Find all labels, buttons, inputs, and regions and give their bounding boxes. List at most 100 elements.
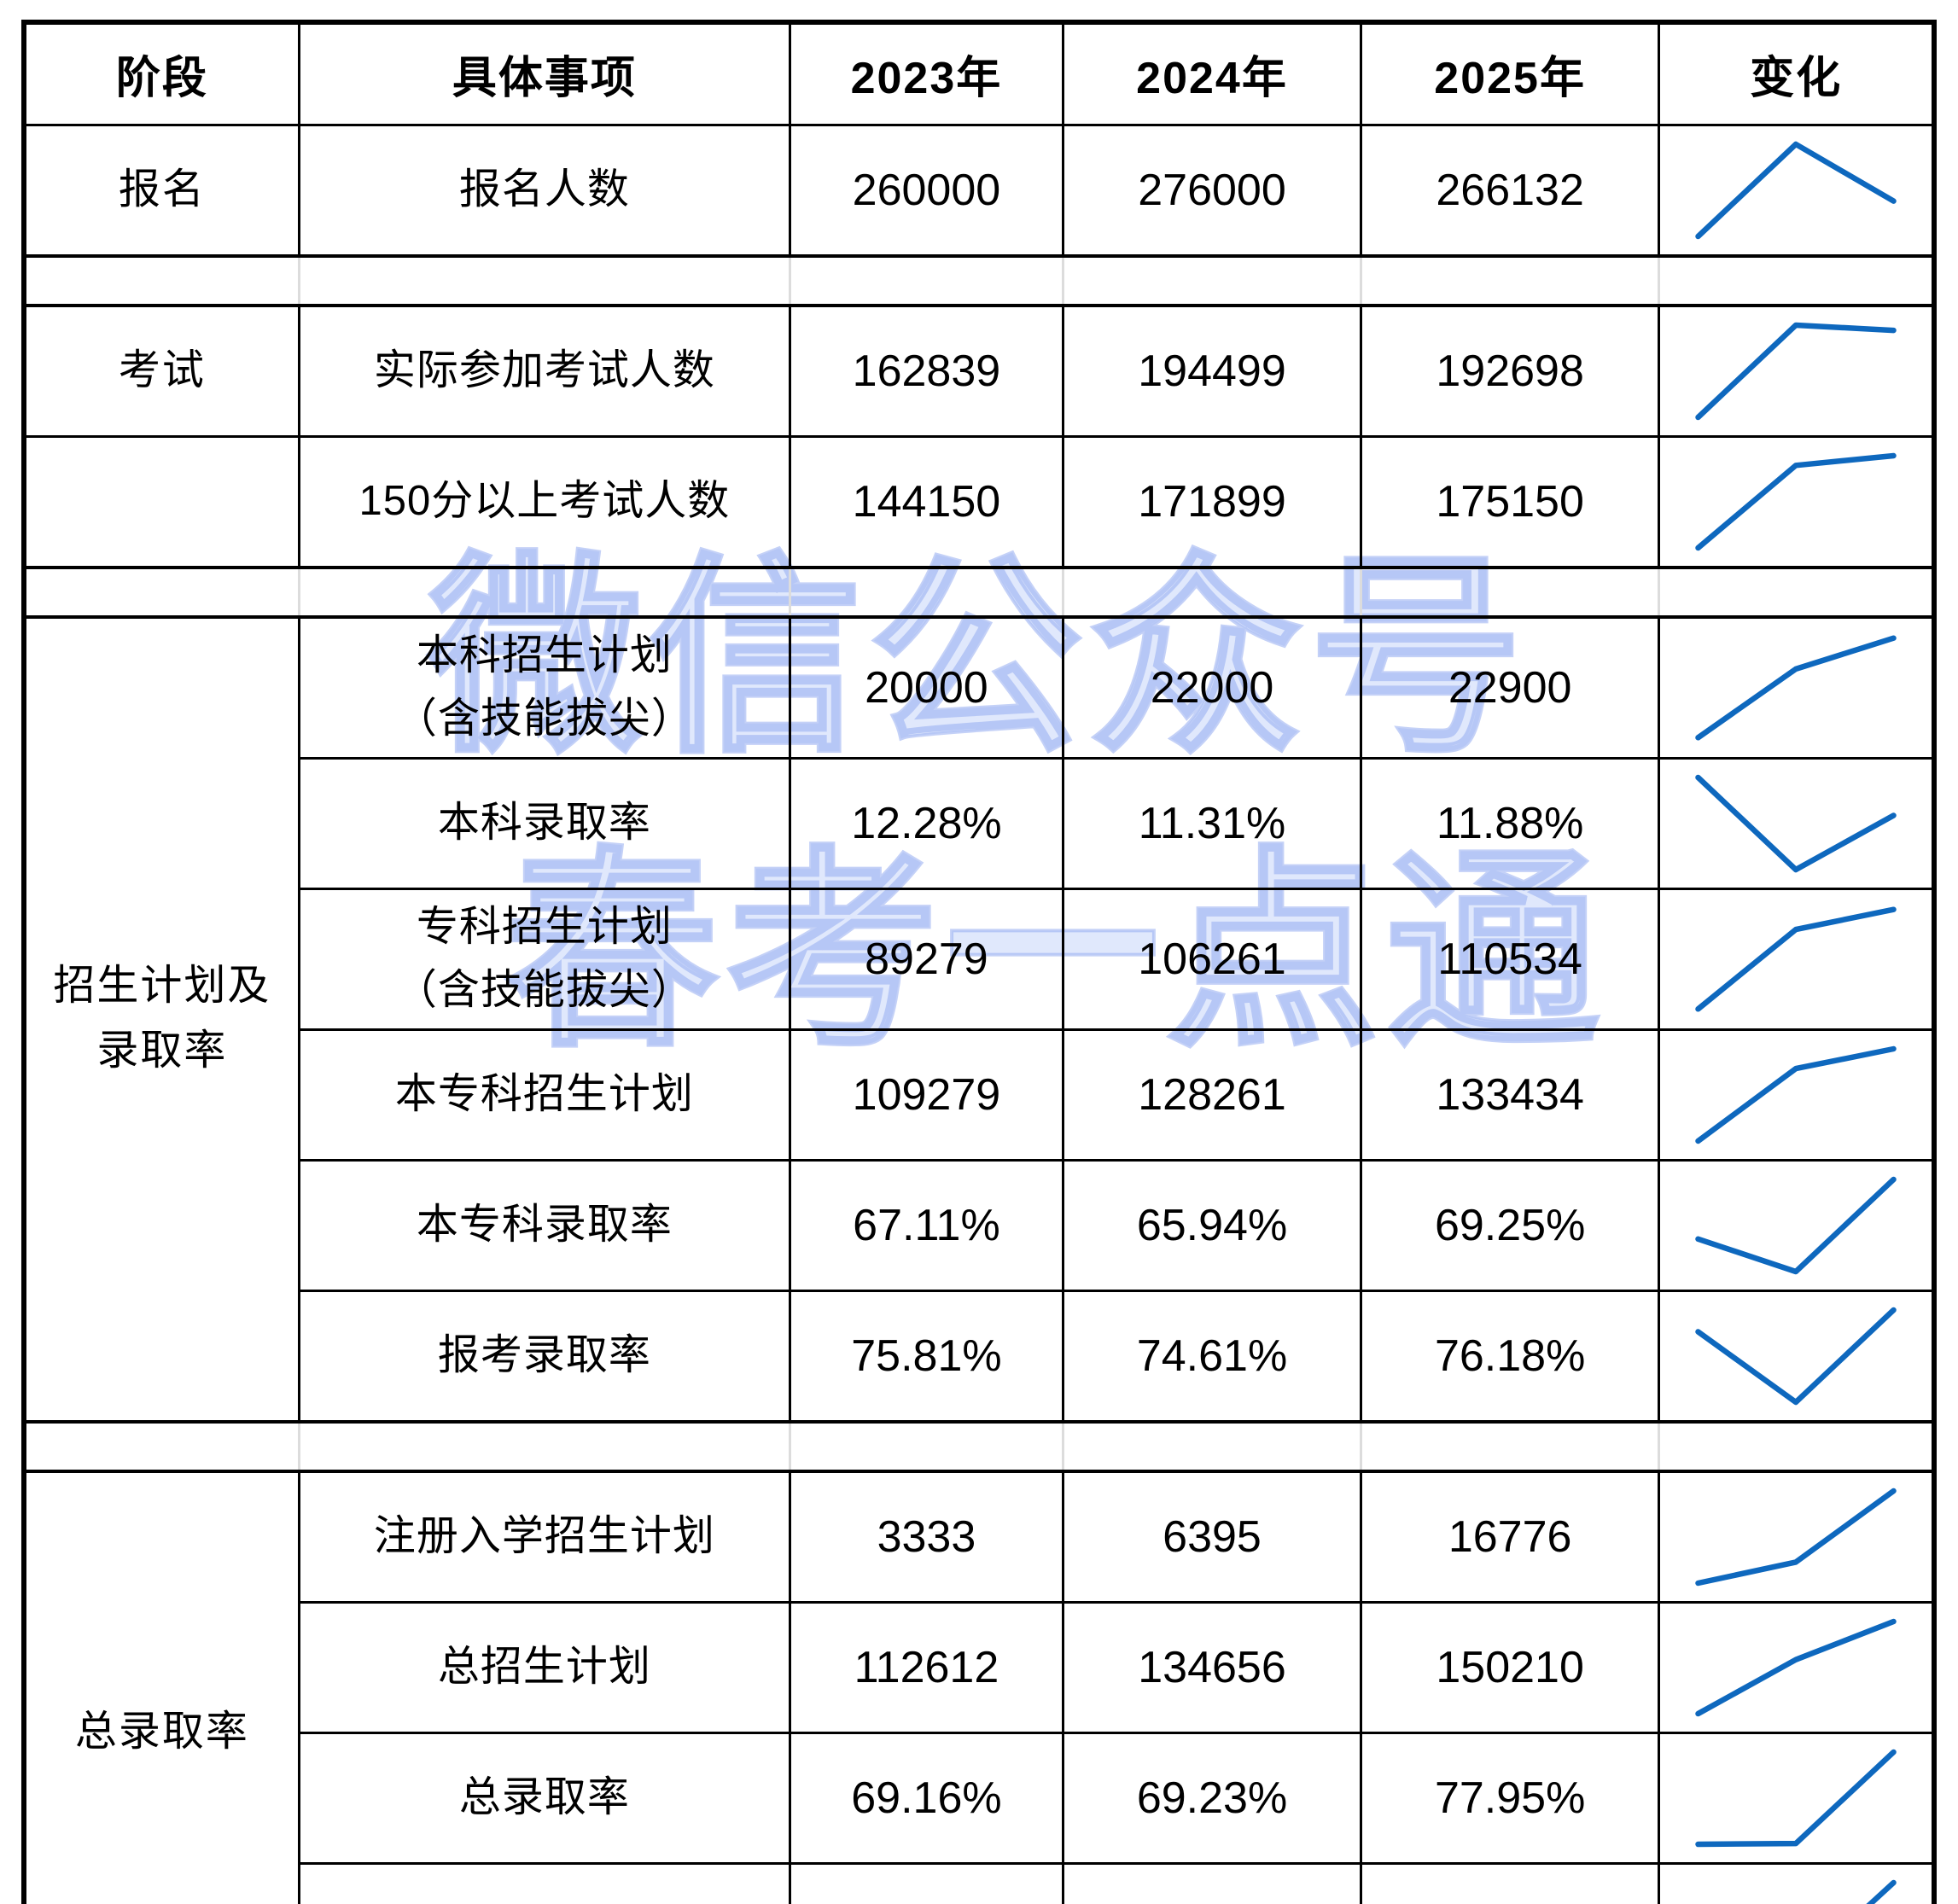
stage-cell-baoming: 报名 (22, 123, 300, 257)
sparkline-cell (1658, 1028, 1936, 1162)
stage-cell-kaoshi: 考试 (22, 304, 300, 438)
value-cell-2024: 65.94% (1061, 1158, 1363, 1292)
spacer-cell (297, 1419, 791, 1473)
table-row: 150分以上考试人数 144150 171899 175150 (22, 434, 1936, 568)
value-cell-2025: 11.88% (1360, 756, 1661, 890)
table-row: 总录取率 注册入学招生计划 3333 6395 16776 (22, 1470, 1936, 1904)
sparkline-cell (1658, 615, 1936, 760)
value-cell-2023: 67.11% (788, 1158, 1064, 1292)
item-cell: 总报考录取率 (297, 1861, 791, 1904)
item-cell: 本科录取率 (297, 756, 791, 890)
value-cell-2023: 75.81% (788, 1289, 1064, 1423)
value-cell-2025: 133434 (1360, 1028, 1661, 1162)
column-header-2025: 2025年 (1360, 20, 1661, 126)
table-row: 本专科招生计划 109279 128261 133434 (24, 1028, 1936, 1162)
sparkline-cell (1658, 304, 1936, 438)
table-row: 总报考录取率 78.12% 78.33% 85.76% (24, 1861, 1936, 1904)
value-cell-2023: 69.16% (788, 1731, 1064, 1865)
value-cell-2024: 78.33% (1061, 1861, 1363, 1904)
value-cell-2025: 266132 (1360, 123, 1661, 257)
value-cell-2023: 162839 (788, 304, 1064, 438)
item-cell: 专科招生计划 （含技能拔尖） (297, 887, 791, 1031)
sparkline-chart (1866, 1879, 1897, 1904)
spacer-cell (22, 1419, 300, 1473)
value-cell-2024: 22000 (1061, 615, 1363, 760)
spacer-cell (1658, 253, 1936, 307)
table-row: 招生计划及 录取率 本科招生计划 （含技能拔尖） 20000 22000 229… (22, 615, 1936, 1423)
table-row: 总录取率 69.16% 69.23% 77.95% (24, 1731, 1936, 1865)
column-header-item: 具体事项 (297, 20, 791, 126)
spacer-cell (1658, 565, 1936, 619)
sparkline-cell (1658, 1861, 1936, 1904)
value-cell-2023: 89279 (788, 887, 1064, 1031)
spacer-row (22, 253, 1936, 307)
sparkline-cell (1658, 1289, 1936, 1423)
value-cell-2023: 20000 (788, 615, 1064, 760)
stage-cell-zongluqulv: 总录取率 (22, 1470, 300, 1904)
column-header-2023: 2023年 (788, 20, 1064, 126)
spacer-row (22, 565, 1936, 619)
spacer-cell (1061, 565, 1363, 619)
value-cell-2023: 109279 (788, 1028, 1064, 1162)
sparkline-cell (1658, 434, 1936, 568)
sparkline-chart (1695, 452, 1897, 550)
sparkline-cell (1658, 1158, 1936, 1292)
value-cell-2024: 11.31% (1061, 756, 1363, 890)
sparkline-cell (1658, 1600, 1936, 1734)
value-cell-2025: 16776 (1360, 1470, 1661, 1604)
value-cell-2025: 76.18% (1360, 1289, 1661, 1423)
spacer-cell (297, 253, 791, 307)
value-cell-2023: 12.28% (788, 756, 1064, 890)
item-cell: 本科招生计划 （含技能拔尖） (297, 615, 791, 760)
value-cell-2023: 112612 (788, 1600, 1064, 1734)
value-cell-2024: 134656 (1061, 1600, 1363, 1734)
table-row: 报名 报名人数 260000 276000 266132 (22, 123, 1936, 257)
spacer-cell (788, 253, 1064, 307)
sparkline-cell (1658, 1731, 1936, 1865)
sparkline-cell (1658, 1470, 1936, 1604)
value-cell-2025: 85.76% (1360, 1861, 1661, 1904)
table-row: 考试 实际参加考试人数 162839 194499 192698 (22, 304, 1936, 438)
sparkline-chart (1695, 322, 1897, 420)
stats-table: 阶段 具体事项 2023年 2024年 2025年 变化 报名 报名人数 260… (21, 20, 1937, 1904)
value-cell-2025: 192698 (1360, 304, 1661, 438)
spacer-cell (1360, 1419, 1661, 1473)
sparkline-chart (1695, 905, 1897, 1012)
table-row: 专科招生计划 （含技能拔尖） 89279 106261 110534 (24, 887, 1936, 1031)
sparkline-chart (1695, 774, 1897, 872)
spacer-cell (788, 1419, 1064, 1473)
spacer-cell (22, 565, 300, 619)
sparkline-chart (1695, 1749, 1897, 1847)
value-cell-2025: 150210 (1360, 1600, 1661, 1734)
value-cell-2024: 276000 (1061, 123, 1363, 257)
value-cell-2024: 194499 (1061, 304, 1363, 438)
item-cell: 本专科招生计划 (297, 1028, 791, 1162)
item-cell: 总录取率 (297, 1731, 791, 1865)
value-cell-2025: 77.95% (1360, 1731, 1661, 1865)
item-cell: 报名人数 (297, 123, 791, 257)
value-cell-2023: 144150 (788, 434, 1064, 568)
spacer-cell (22, 253, 300, 307)
item-cell: 报考录取率 (297, 1289, 791, 1423)
spacer-cell (1061, 253, 1363, 307)
sparkline-chart (1695, 634, 1897, 741)
value-cell-2025: 22900 (1360, 615, 1661, 760)
value-cell-2024: 128261 (1061, 1028, 1363, 1162)
spacer-cell (297, 565, 791, 619)
item-cell: 实际参加考试人数 (297, 304, 791, 438)
value-cell-2024: 171899 (1061, 434, 1363, 568)
spacer-cell (1061, 1419, 1363, 1473)
sparkline-chart (1695, 1045, 1897, 1144)
table-row: 本专科录取率 67.11% 65.94% 69.25% (24, 1158, 1936, 1292)
value-cell-2023: 260000 (788, 123, 1064, 257)
table-row: 总招生计划 112612 134656 150210 (24, 1600, 1936, 1734)
value-cell-2025: 69.25% (1360, 1158, 1661, 1292)
column-header-2024: 2024年 (1061, 20, 1363, 126)
spacer-cell (788, 565, 1064, 619)
spacer-cell (1658, 1419, 1936, 1473)
item-cell: 150分以上考试人数 (297, 434, 791, 568)
sparkline-cell (1658, 123, 1936, 257)
item-cell: 总招生计划 (297, 1600, 791, 1734)
column-header-change: 变化 (1658, 20, 1936, 126)
